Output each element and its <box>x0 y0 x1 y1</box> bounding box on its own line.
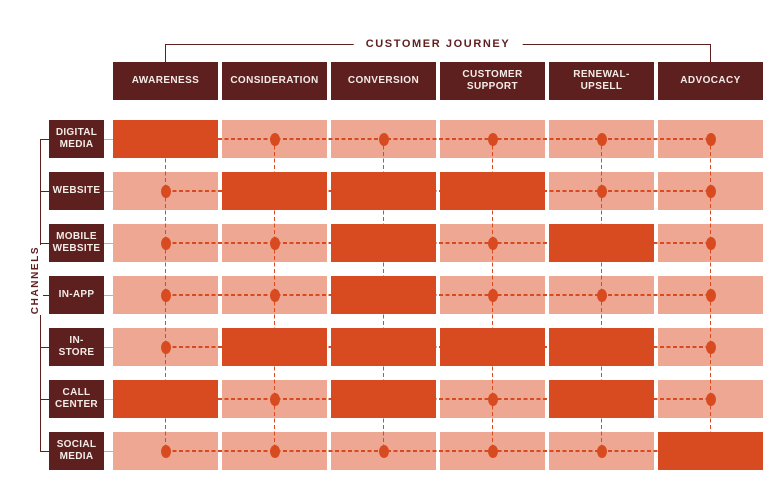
touchpoint-dot <box>705 340 716 354</box>
touchpoint-dot <box>705 288 716 302</box>
row-dashed-line <box>165 242 711 244</box>
stage-header: CONVERSION <box>331 62 436 100</box>
touchpoint-dot <box>487 132 498 146</box>
touchpoint-dot <box>378 288 389 302</box>
channel-label: IN- STORE <box>49 328 104 366</box>
touchpoint-dot <box>487 444 498 458</box>
touchpoint-dot <box>378 392 389 406</box>
channel-label: CALL CENTER <box>49 380 104 418</box>
touchpoint-dot <box>269 236 280 250</box>
bracket-tick <box>40 294 49 296</box>
touchpoint-dot <box>487 184 498 198</box>
stage-header: RENEWAL- UPSELL <box>549 62 654 100</box>
touchpoint-dot <box>160 340 171 354</box>
touchpoint-dot <box>596 444 607 458</box>
touchpoint-dot <box>269 132 280 146</box>
label-connector <box>104 398 113 400</box>
diagram-title: CUSTOMER JOURNEY <box>353 37 523 51</box>
touchpoint-dot <box>378 444 389 458</box>
touchpoint-dot <box>378 132 389 146</box>
bracket-tick <box>40 190 49 192</box>
touchpoint-dot <box>160 236 171 250</box>
touchpoint-dot <box>269 288 280 302</box>
touchpoint-dot <box>160 444 171 458</box>
touchpoint-dot <box>378 236 389 250</box>
touchpoint-dot <box>487 288 498 302</box>
channel-label: SOCIAL MEDIA <box>49 432 104 470</box>
touchpoint-dot <box>160 132 171 146</box>
channels-axis-label: CHANNELS <box>29 245 43 315</box>
row-dashed-line <box>165 346 711 348</box>
touchpoint-dot <box>705 132 716 146</box>
touchpoint-dot <box>269 184 280 198</box>
touchpoint-dot <box>596 340 607 354</box>
row-dashed-line <box>165 294 711 296</box>
touchpoint-dot <box>705 236 716 250</box>
row-dashed-line <box>165 398 711 400</box>
channel-label: IN-APP <box>49 276 104 314</box>
touchpoint-dot <box>269 392 280 406</box>
bracket-tick <box>40 242 49 244</box>
stage-header: AWARENESS <box>113 62 218 100</box>
label-connector <box>104 294 113 296</box>
touchpoint-dot <box>596 132 607 146</box>
bracket-tick <box>40 450 49 452</box>
touchpoint-dot <box>705 184 716 198</box>
touchpoint-dot <box>596 288 607 302</box>
touchpoint-dot <box>487 236 498 250</box>
label-connector <box>104 346 113 348</box>
stage-header: CONSIDERATION <box>222 62 327 100</box>
touchpoint-dot <box>596 184 607 198</box>
bracket-tick <box>40 398 49 400</box>
channel-label: WEBSITE <box>49 172 104 210</box>
touchpoint-dot <box>269 444 280 458</box>
touchpoint-dot <box>378 184 389 198</box>
bracket-tick <box>40 346 49 348</box>
label-connector <box>104 242 113 244</box>
label-connector <box>104 190 113 192</box>
touchpoint-dot <box>705 444 716 458</box>
channel-label: MOBILE WEBSITE <box>49 224 104 262</box>
journey-bracket-drop-right <box>710 44 711 62</box>
touchpoint-dot <box>269 340 280 354</box>
touchpoint-dot <box>487 392 498 406</box>
row-dashed-line <box>165 450 711 452</box>
journey-bracket-drop-left <box>165 44 166 62</box>
touchpoint-dot <box>487 340 498 354</box>
touchpoint-dot <box>160 392 171 406</box>
touchpoint-dot <box>160 184 171 198</box>
stage-header: ADVOCACY <box>658 62 763 100</box>
bracket-tick <box>40 138 49 140</box>
label-connector <box>104 138 113 140</box>
touchpoint-dot <box>705 392 716 406</box>
touchpoint-dot <box>596 392 607 406</box>
touchpoint-dot <box>378 340 389 354</box>
channel-label: DIGITAL MEDIA <box>49 120 104 158</box>
stage-header: CUSTOMER SUPPORT <box>440 62 545 100</box>
touchpoint-dot <box>596 236 607 250</box>
label-connector <box>104 450 113 452</box>
touchpoint-dot <box>160 288 171 302</box>
row-dashed-line <box>165 190 711 192</box>
row-dashed-line <box>165 138 711 140</box>
